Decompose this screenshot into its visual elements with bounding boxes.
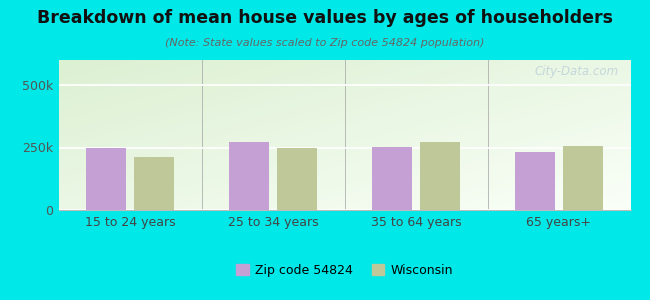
Text: (Note: State values scaled to Zip code 54824 population): (Note: State values scaled to Zip code 5… — [165, 38, 485, 47]
Bar — [515, 152, 555, 210]
Bar — [277, 148, 317, 210]
Bar — [563, 146, 603, 210]
Text: Breakdown of mean house values by ages of householders: Breakdown of mean house values by ages o… — [37, 9, 613, 27]
Legend: Zip code 54824, Wisconsin: Zip code 54824, Wisconsin — [231, 259, 458, 282]
Bar — [372, 147, 413, 210]
Bar — [134, 157, 174, 210]
Text: City-Data.com: City-Data.com — [535, 64, 619, 77]
Bar — [229, 142, 270, 210]
Bar — [86, 148, 126, 210]
Bar — [420, 142, 460, 210]
